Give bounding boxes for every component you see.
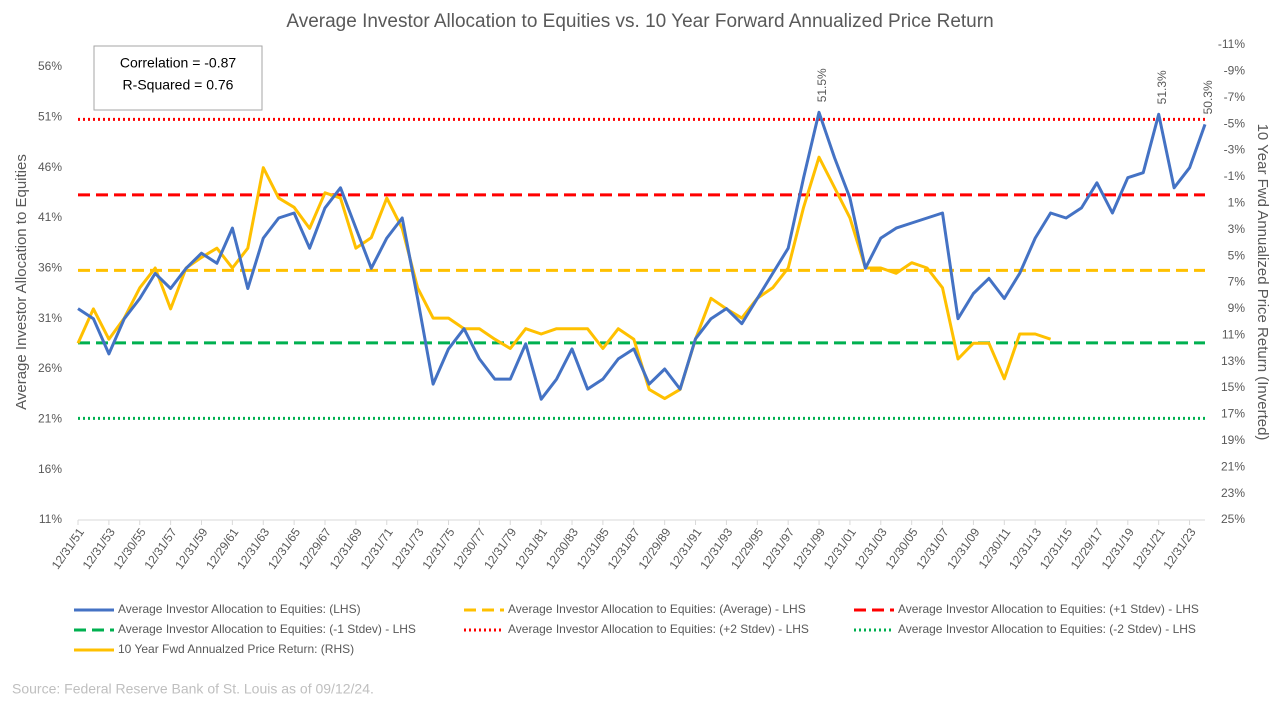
y-tick-label: 26% bbox=[38, 361, 62, 375]
y2-axis-title: 10 Year Fwd Annualized Price Return (Inv… bbox=[1254, 124, 1271, 441]
y-tick-label: 41% bbox=[38, 210, 62, 224]
y-tick-label: 11% bbox=[39, 512, 62, 526]
y2-tick-label: -3% bbox=[1224, 143, 1246, 157]
value-label: 51.5% bbox=[815, 68, 829, 102]
y2-tick-label: 23% bbox=[1221, 486, 1245, 500]
legend-label: Average Investor Allocation to Equities:… bbox=[118, 602, 361, 616]
stats-box bbox=[93, 45, 263, 111]
source: Source: Federal Reserve Bank of St. Loui… bbox=[12, 681, 374, 697]
y2-tick-label: -9% bbox=[1224, 64, 1246, 78]
y2-tick-label: -7% bbox=[1224, 90, 1246, 104]
legend-label: Average Investor Allocation to Equities:… bbox=[508, 622, 809, 636]
y2-tick-label: 1% bbox=[1228, 196, 1246, 210]
y2-tick-label: 11% bbox=[1222, 327, 1245, 341]
y2-tick-label: -11% bbox=[1218, 37, 1245, 51]
y-tick-label: 36% bbox=[38, 261, 62, 275]
y-tick-label: 21% bbox=[38, 412, 62, 426]
y-tick-label: 46% bbox=[38, 160, 62, 174]
legend-label: Average Investor Allocation to Equities:… bbox=[118, 622, 416, 636]
x-tick-label: 12/31/23 bbox=[1160, 525, 1198, 572]
y2-tick-label: 15% bbox=[1221, 380, 1245, 394]
legend-label: Average Investor Allocation to Equities:… bbox=[508, 602, 806, 616]
correlation: Correlation = -0.87 bbox=[120, 55, 237, 71]
y2-tick-label: 13% bbox=[1221, 354, 1245, 368]
y2-tick-label: 5% bbox=[1228, 248, 1246, 262]
legend-label: Average Investor Allocation to Equities:… bbox=[898, 622, 1196, 636]
legend-label: 10 Year Fwd Annualzed Price Return: (RHS… bbox=[118, 642, 354, 656]
y-axis-title: Average Investor Allocation to Equities bbox=[13, 154, 30, 410]
value-label: 50.3% bbox=[1201, 80, 1215, 114]
y-tick-label: 31% bbox=[38, 311, 62, 325]
y2-tick-label: 9% bbox=[1228, 301, 1246, 315]
r-squared: R-Squared = 0.76 bbox=[123, 77, 234, 93]
chart-title: Average Investor Allocation to Equities … bbox=[286, 11, 993, 32]
value-label: 51.3% bbox=[1155, 70, 1169, 104]
y-tick-label: 51% bbox=[38, 110, 62, 124]
series-line bbox=[77, 110, 1207, 401]
y2-tick-label: 7% bbox=[1228, 275, 1246, 289]
y-tick-label: 56% bbox=[38, 59, 62, 73]
y2-tick-label: 25% bbox=[1221, 512, 1245, 526]
y2-tick-label: 17% bbox=[1221, 407, 1245, 421]
legend-label: Average Investor Allocation to Equities:… bbox=[898, 602, 1199, 616]
y-tick-label: 16% bbox=[38, 462, 62, 476]
y2-tick-label: 19% bbox=[1221, 433, 1245, 447]
y2-tick-label: -1% bbox=[1224, 169, 1246, 183]
y2-tick-label: 3% bbox=[1228, 222, 1246, 236]
y2-tick-label: 21% bbox=[1221, 459, 1245, 473]
y2-tick-label: -5% bbox=[1224, 116, 1246, 130]
